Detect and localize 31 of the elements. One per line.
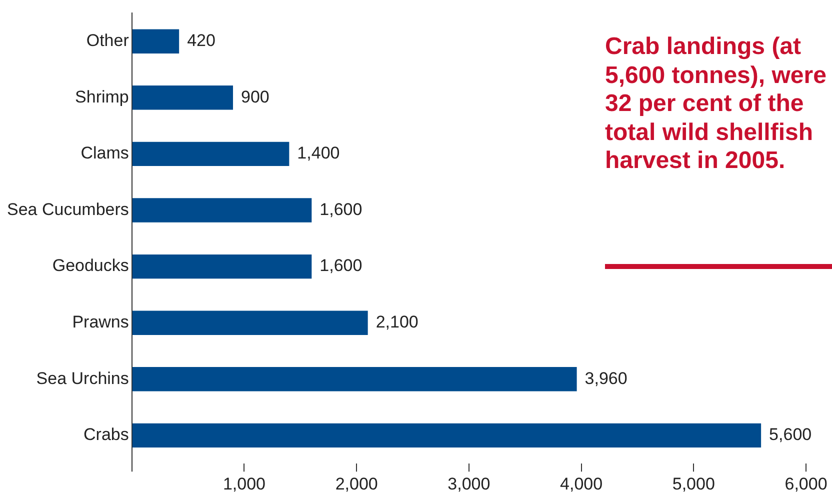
data-label: 1,600: [320, 200, 362, 219]
y-tick-label: Clams: [80, 144, 129, 163]
x-tick-label: 3,000: [448, 474, 490, 494]
bar: [132, 198, 312, 222]
bar: [132, 254, 312, 279]
bar: [132, 29, 180, 54]
data-label: 900: [241, 87, 270, 106]
bar: [132, 423, 762, 448]
x-tick-label: 5,000: [672, 474, 715, 494]
data-label: 3,960: [584, 368, 628, 388]
bar: [132, 142, 290, 166]
y-tick-label: Geoducks: [52, 256, 129, 276]
data-label: 420: [187, 31, 216, 50]
y-tick-label: Prawns: [72, 312, 129, 332]
x-tick-label: 1,000: [222, 474, 266, 494]
x-tick-label: 6,000: [784, 474, 828, 494]
x-tick-label: 2,000: [335, 474, 378, 494]
y-tick-label: Sea Cucumbers: [7, 200, 129, 219]
annotation: Crab landings (at 5,600 tonnes), were 32 per cent of the total wild shellfish harvest in 2005.: [605, 33, 828, 176]
data-label: 1,400: [297, 144, 340, 163]
y-tick-label: Crabs: [84, 425, 129, 444]
bar: [132, 310, 368, 335]
y-tick-label: Shrimp: [75, 87, 129, 106]
bar: [132, 367, 577, 392]
data-label: 5,600: [769, 425, 812, 444]
data-label: 2,100: [376, 312, 418, 332]
data-label: 1,600: [320, 256, 362, 276]
y-tick-label: Sea Urchins: [36, 368, 129, 388]
y-tick-label: Other: [86, 31, 130, 50]
x-tick-label: 4,000: [560, 474, 603, 494]
bar: [132, 86, 234, 110]
